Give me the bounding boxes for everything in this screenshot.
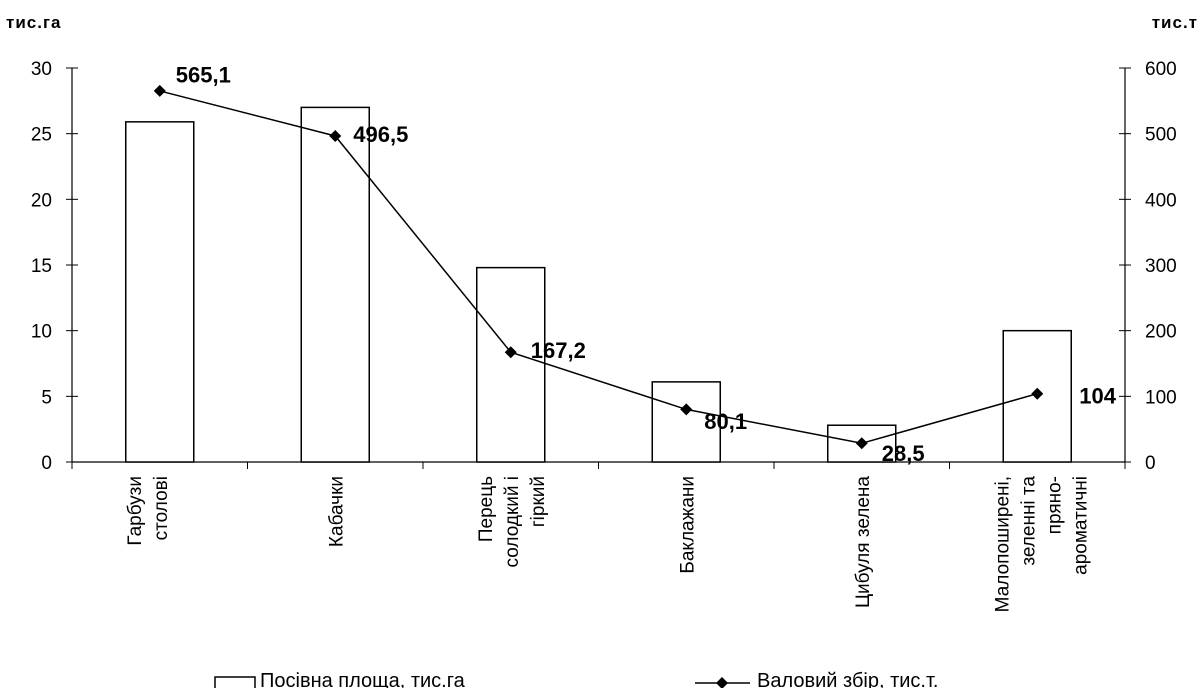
data-label: 167,2 xyxy=(531,338,586,363)
y-right-tick-label: 600 xyxy=(1145,59,1177,80)
y-right-tick-label: 100 xyxy=(1145,387,1177,408)
legend-bar-swatch xyxy=(214,676,256,688)
y-right-tick-label: 300 xyxy=(1145,256,1177,277)
bar xyxy=(651,381,721,463)
x-tick-label: Перець xyxy=(476,476,497,542)
data-label: 28,5 xyxy=(882,441,925,466)
legend-bar-label: Посівна площа, тис.га xyxy=(260,670,466,688)
series-line xyxy=(159,90,1038,445)
x-tick-label: Кабачки xyxy=(326,476,347,547)
line-point xyxy=(1031,387,1044,400)
y-right-tick-label: 200 xyxy=(1145,322,1177,343)
y-left-tick-label: 15 xyxy=(31,256,52,277)
y-left-tick-label: 30 xyxy=(31,59,52,80)
data-label: 80,1 xyxy=(704,409,747,434)
line-point xyxy=(855,437,868,450)
y-left-tick-label: 5 xyxy=(41,387,52,408)
y-right-tick-label: 500 xyxy=(1145,125,1177,146)
y-left-unit: тис.га xyxy=(6,13,62,32)
x-tick-label: ароматичні xyxy=(1070,476,1091,575)
x-tick-label: столові xyxy=(151,476,172,540)
x-tick-label: пряно- xyxy=(1044,476,1065,534)
y-right-tick-label: 0 xyxy=(1145,453,1156,474)
y-right-unit: тис.т xyxy=(1152,13,1198,32)
x-tick-label: солодкий і xyxy=(502,476,523,567)
line-point xyxy=(504,346,517,359)
data-label: 565,1 xyxy=(176,63,231,88)
x-tick-label: Баклажани xyxy=(677,476,698,574)
bar xyxy=(476,266,546,463)
plot-area: 0510152025300100200300400500600565,1496,… xyxy=(31,59,1177,612)
line-point xyxy=(329,129,342,142)
bar xyxy=(1002,329,1072,463)
x-tick-label: Цибуля зелена xyxy=(853,476,874,608)
y-right-tick-label: 400 xyxy=(1145,190,1177,211)
x-tick-label: зеленні та xyxy=(1018,476,1039,566)
y-left-tick-label: 0 xyxy=(41,453,52,474)
bar xyxy=(125,121,195,463)
x-tick-label: Малопоширені, xyxy=(992,476,1013,612)
y-left-tick-label: 20 xyxy=(31,190,52,211)
bar xyxy=(300,106,370,463)
y-left-tick-label: 25 xyxy=(31,125,52,146)
legend-line-label: Валовий збір, тис.т. xyxy=(757,670,938,688)
legend-marker-swatch xyxy=(716,677,728,688)
line-point xyxy=(153,84,166,97)
y-left-tick-label: 10 xyxy=(31,322,52,343)
line-point xyxy=(680,403,693,416)
legend: Посівна площа, тис.га Валовий збір, тис.… xyxy=(214,670,938,688)
x-tick-label: Гарбузи xyxy=(125,476,146,546)
data-label: 104 xyxy=(1079,384,1116,409)
x-tick-label: гіркий xyxy=(528,476,549,527)
data-label: 496,5 xyxy=(353,122,408,147)
